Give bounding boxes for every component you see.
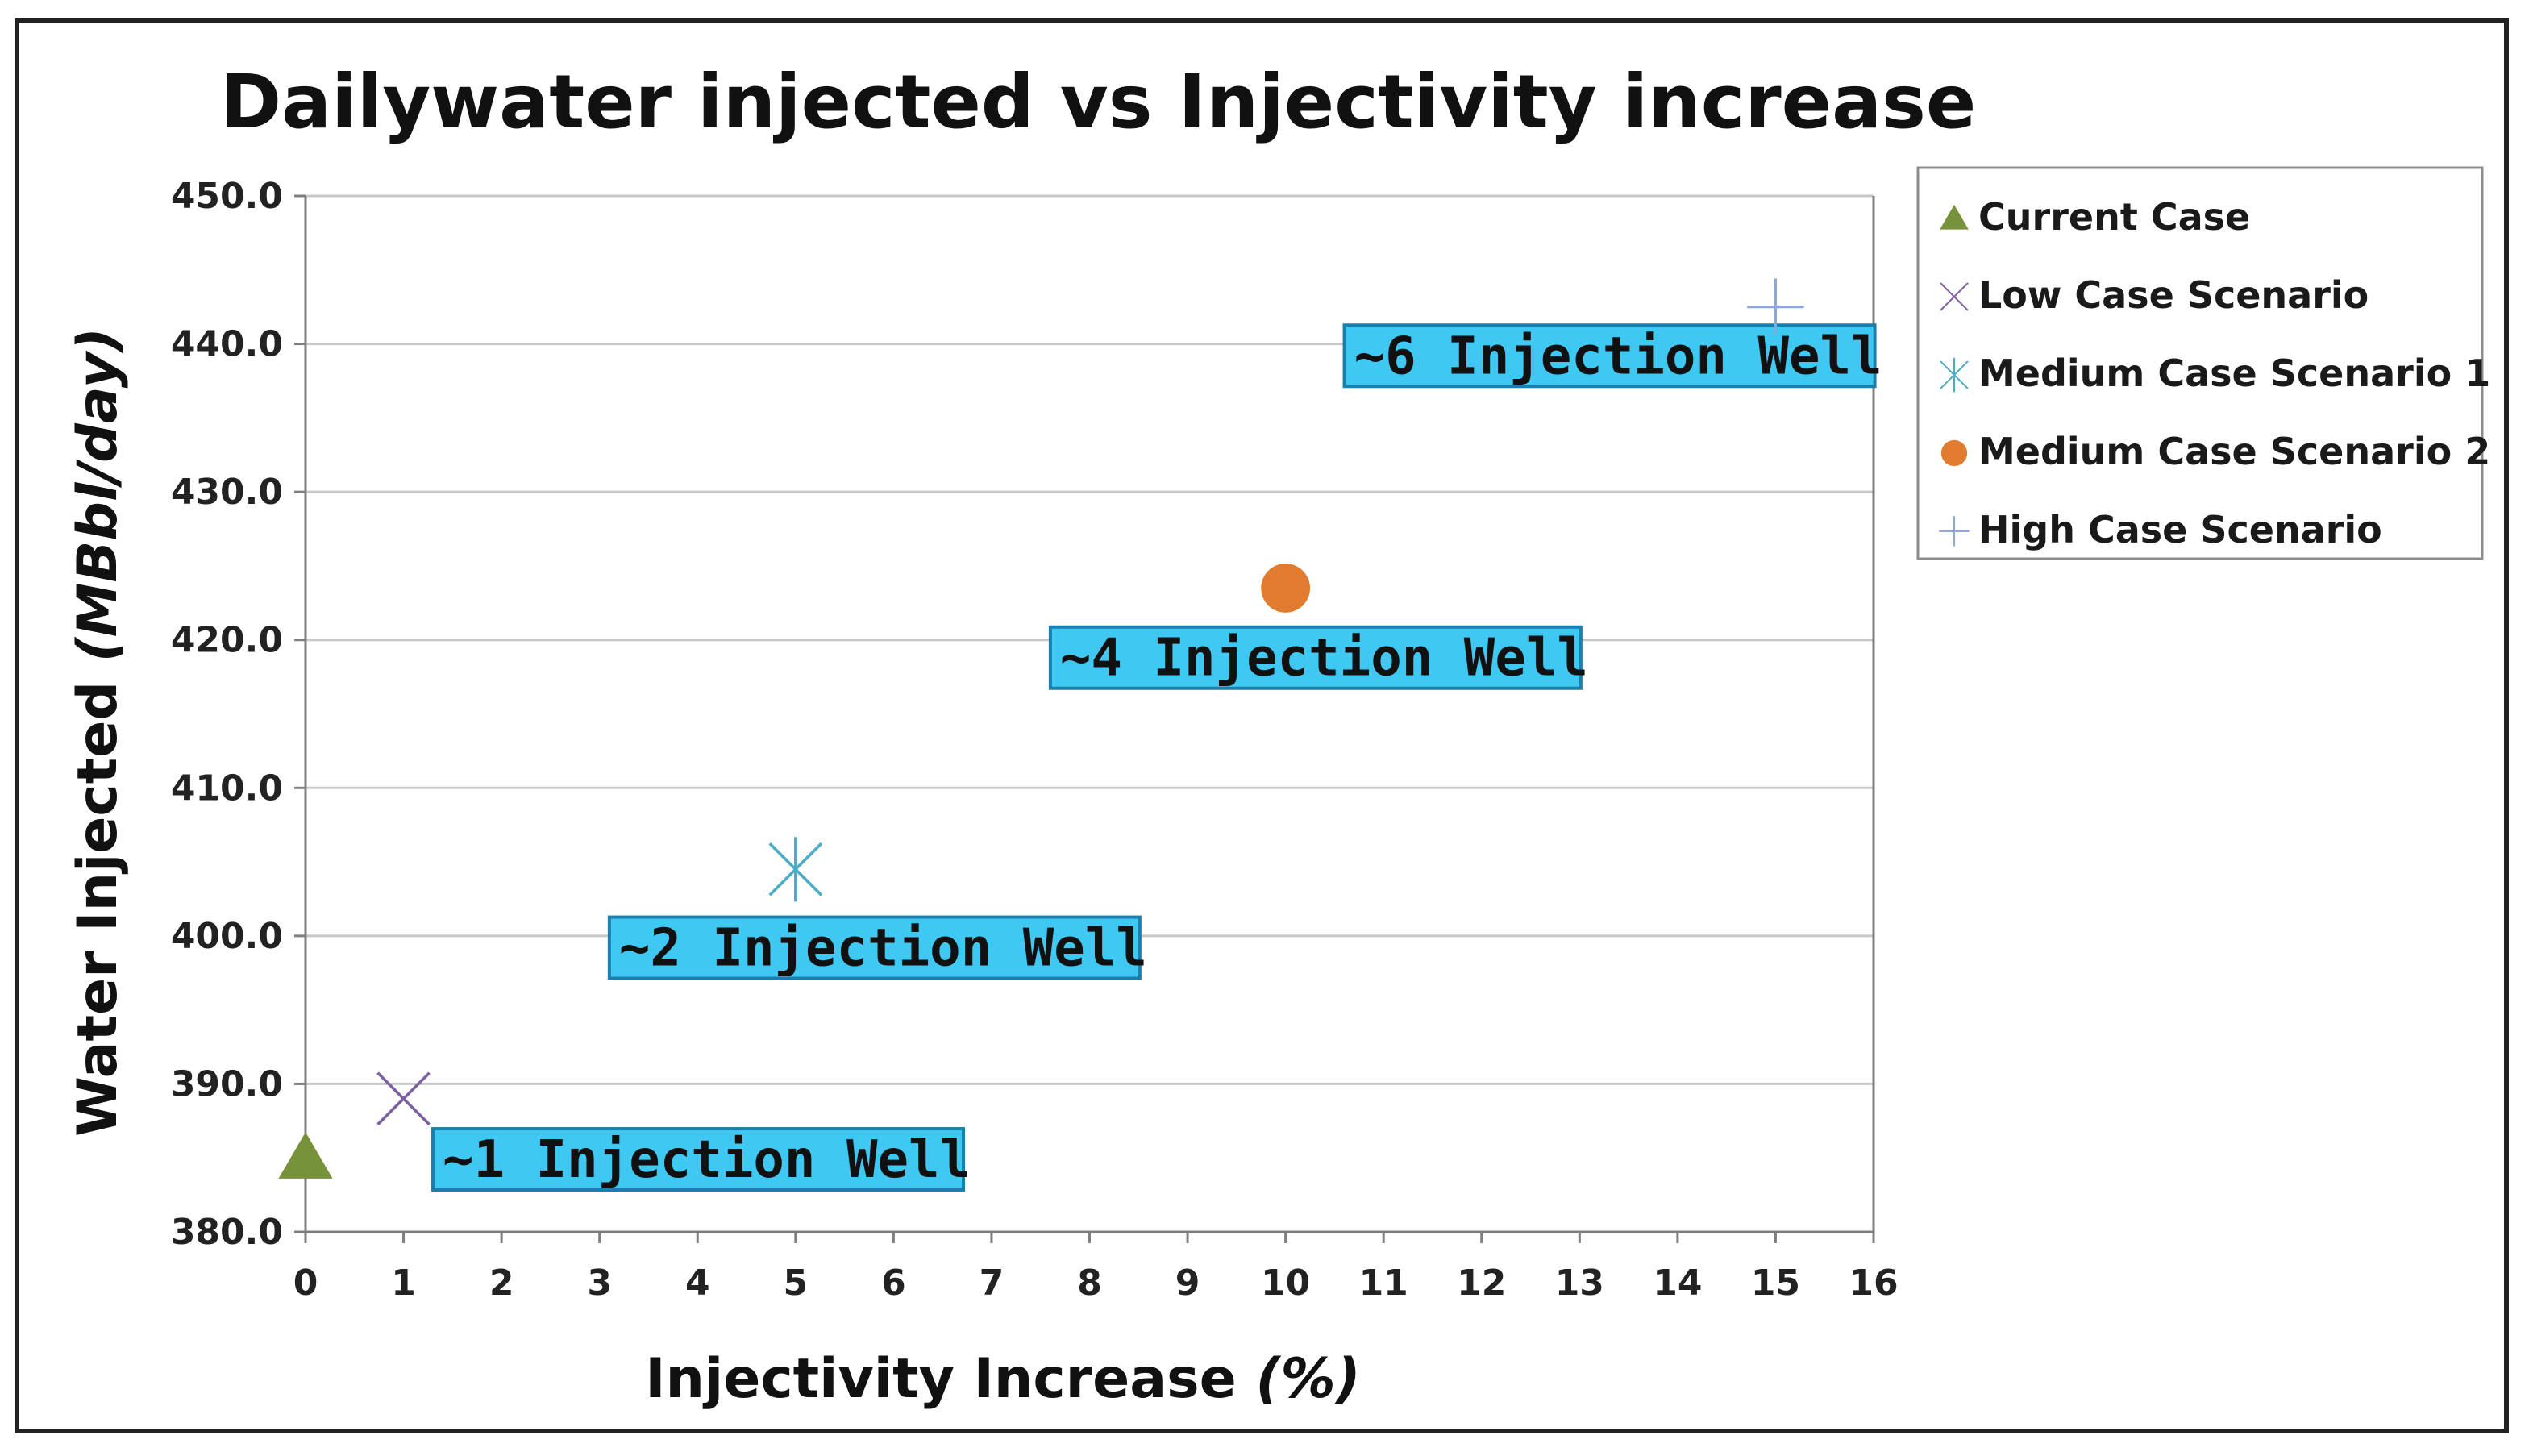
annotation-4: ~6 Injection Well bbox=[1342, 323, 1882, 389]
legend: Current Case Low Case Scenario Medium Case… bbox=[1916, 166, 2490, 560]
x-tick-label-10: 10 bbox=[1261, 1263, 1310, 1304]
annotation-3: ~4 Injection Well bbox=[1048, 625, 1588, 690]
y-tick-label-4: 420.0 bbox=[171, 620, 283, 661]
y-tick-label-3: 410.0 bbox=[171, 768, 283, 809]
x-tick-label-8: 8 bbox=[1077, 1263, 1102, 1304]
data-point-medium-case-scenario-1 bbox=[768, 837, 823, 902]
annotation-box-1 bbox=[431, 1127, 966, 1192]
y-axis-label-text: Water Injected bbox=[66, 681, 130, 1137]
data-point-high-case-scenario bbox=[1747, 278, 1804, 335]
x-tick-label-14: 14 bbox=[1653, 1263, 1702, 1304]
annotation-label-4: ~6 Injection Well bbox=[1354, 327, 1882, 386]
x-axis-label: Injectivity Increase (%) bbox=[645, 1347, 1361, 1411]
annotation-1: ~1 Injection Well bbox=[431, 1127, 971, 1192]
x-tick-label-11: 11 bbox=[1359, 1263, 1408, 1304]
x-axis-label-unit: (%) bbox=[1255, 1347, 1360, 1411]
annotation-box-2 bbox=[607, 915, 1142, 980]
legend-marker-4 bbox=[1940, 439, 1968, 467]
legend-item-3: Medium Case Scenario 1 bbox=[1978, 352, 2490, 395]
x-axis-label-text: Injectivity Increase bbox=[645, 1347, 1237, 1411]
data-point-medium-case-scenario-2 bbox=[1261, 564, 1311, 613]
x-tick-label-0: 0 bbox=[293, 1263, 318, 1304]
x-tick-label-6: 6 bbox=[881, 1263, 906, 1304]
chart-frame: Dailywater injected vs Injectivity incre… bbox=[15, 18, 2509, 1433]
annotation-box-3 bbox=[1048, 625, 1583, 690]
x-tick-label-13: 13 bbox=[1555, 1263, 1604, 1304]
y-tick-label-0: 380.0 bbox=[171, 1212, 283, 1253]
x-tick-label-3: 3 bbox=[587, 1263, 612, 1304]
legend-item-4: Medium Case Scenario 2 bbox=[1978, 430, 2490, 473]
legend-item-2: Low Case Scenario bbox=[1978, 273, 2369, 317]
legend-item-1: Current Case bbox=[1978, 195, 2250, 239]
y-tick-label-6: 440.0 bbox=[171, 324, 283, 365]
data-point-low-case-scenario bbox=[376, 1071, 431, 1126]
x-tick-label-5: 5 bbox=[784, 1263, 809, 1304]
x-tick-label-4: 4 bbox=[685, 1263, 710, 1304]
data-points bbox=[278, 278, 1804, 1179]
y-tick-label-1: 390.0 bbox=[171, 1063, 283, 1104]
scatter-chart: Dailywater injected vs Injectivity incre… bbox=[66, 59, 2490, 1411]
annotation-label-1: ~1 Injection Well bbox=[443, 1130, 971, 1190]
legend-marker-5 bbox=[1939, 516, 1970, 547]
legend-marker-2 bbox=[1940, 282, 1969, 311]
x-tick-labels: 0 1 2 3 4 5 6 7 8 9 10 11 12 13 14 15 16 bbox=[293, 1263, 1899, 1304]
annotation-label-2: ~2 Injection Well bbox=[619, 919, 1147, 979]
y-tick-label-7: 450.0 bbox=[171, 176, 283, 217]
y-tick-label-2: 400.0 bbox=[171, 916, 283, 957]
x-tick-label-1: 1 bbox=[391, 1263, 416, 1304]
x-tick-label-9: 9 bbox=[1175, 1263, 1200, 1304]
annotation-2: ~2 Injection Well bbox=[607, 915, 1147, 980]
annotation-box-4 bbox=[1342, 323, 1877, 389]
y-axis-label: Water Injected (MBbl/day) bbox=[66, 327, 130, 1137]
chart-title: Dailywater injected vs Injectivity incre… bbox=[220, 59, 1977, 145]
x-tick-label-15: 15 bbox=[1751, 1263, 1800, 1304]
legend-marker-3 bbox=[1940, 357, 1969, 393]
annotations: ~1 Injection Well ~2 Injection Well ~4 Inj… bbox=[431, 323, 1882, 1192]
legend-marker-1 bbox=[1940, 205, 1969, 230]
y-tick-labels: 380.0 390.0 400.0 410.0 420.0 430.0 440.0 450.0 bbox=[171, 176, 283, 1253]
x-tick-label-16: 16 bbox=[1849, 1263, 1898, 1304]
y-axis-label-unit: (MBbl/day) bbox=[66, 327, 130, 662]
x-tick-label-7: 7 bbox=[980, 1263, 1005, 1304]
x-tick-label-12: 12 bbox=[1457, 1263, 1506, 1304]
legend-item-5: High Case Scenario bbox=[1978, 508, 2382, 551]
y-tick-label-5: 430.0 bbox=[171, 472, 283, 513]
data-point-current-case bbox=[278, 1132, 333, 1179]
x-tick-label-2: 2 bbox=[489, 1263, 514, 1304]
annotation-label-3: ~4 Injection Well bbox=[1060, 629, 1588, 688]
legend-box bbox=[1916, 166, 2484, 560]
